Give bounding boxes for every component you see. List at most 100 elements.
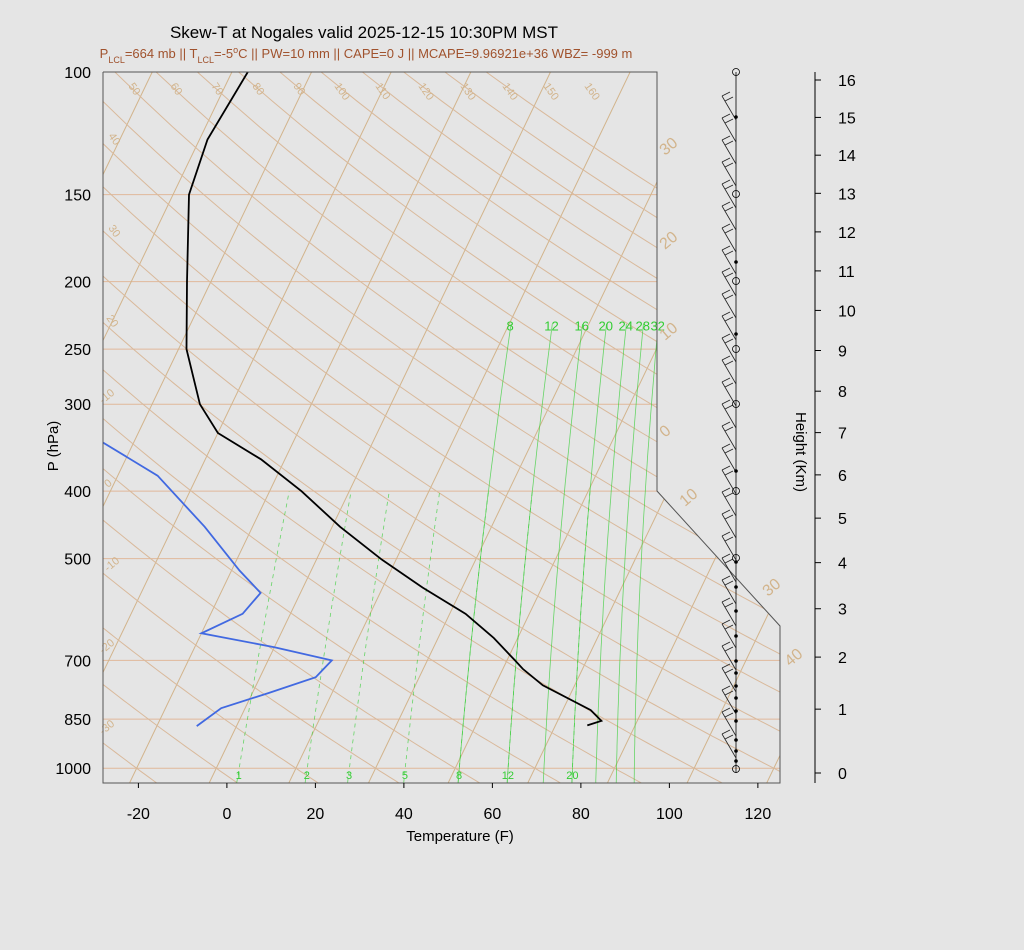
wind-barb-flag xyxy=(724,668,734,674)
mixing-ratio-label-top: 32 xyxy=(650,318,664,333)
isotherm--20 xyxy=(208,72,551,783)
wind-barb-shaft xyxy=(721,579,737,605)
wind-barb-flag xyxy=(724,228,734,234)
wind-barb-shaft xyxy=(721,227,737,253)
height-tick-label: 3 xyxy=(838,602,847,619)
dry-adiabat-label: 70 xyxy=(209,81,226,98)
wind-barb-flag xyxy=(724,734,734,740)
dry-adiabat-100 xyxy=(103,72,780,783)
dry-adiabat-40 xyxy=(103,72,723,783)
wind-barb-flag xyxy=(724,360,734,366)
wind-dot xyxy=(734,759,738,763)
wind-barb-flag xyxy=(721,201,731,207)
wind-barb-shaft xyxy=(721,667,737,693)
mixing-ratio-label-bottom: 2 xyxy=(304,770,310,782)
wind-barb-flag xyxy=(724,580,734,586)
dry-adiabat-80 xyxy=(103,72,780,783)
dry-adiabat-120 xyxy=(155,72,780,783)
wind-barb-flag xyxy=(721,421,731,427)
x-tick-label: 80 xyxy=(572,806,590,823)
mixing-ratio-label-top: 12 xyxy=(544,318,558,333)
wind-barb-flag xyxy=(724,448,734,454)
height-tick-label: 8 xyxy=(838,384,847,401)
p-tick-label: 150 xyxy=(64,188,91,205)
wind-barb-flag xyxy=(724,690,734,696)
height-tick-label: 10 xyxy=(838,303,856,320)
mixing-ratio-32 xyxy=(633,323,659,783)
calm-circle xyxy=(732,68,740,76)
p-tick-label: 200 xyxy=(64,275,91,292)
wind-dot xyxy=(734,609,738,613)
dry-adiabat-20 xyxy=(103,72,561,783)
wind-barb-shaft xyxy=(721,359,737,385)
chart-title: Skew-T at Nogales valid 2025-12-15 10:30… xyxy=(170,23,558,42)
isotherm--40 xyxy=(103,72,392,783)
mixing-ratio-label-top: 24 xyxy=(618,318,632,333)
mixing-ratio-label-bottom: 1 xyxy=(236,770,242,782)
mixing-ratio-dashed-5 xyxy=(403,491,441,783)
p-tick-label: 400 xyxy=(64,484,91,501)
isotherm--50 xyxy=(103,72,312,783)
wind-dot xyxy=(734,709,738,713)
p-tick-label: 300 xyxy=(64,397,91,414)
dry-adiabat-label: 30 xyxy=(106,223,123,240)
height-tick-label: 5 xyxy=(838,511,847,528)
height-tick-label: 11 xyxy=(838,264,855,281)
wind-barb-shaft xyxy=(721,139,737,165)
isotherm-60 xyxy=(846,72,1024,783)
mixing-ratio-label-bottom: 12 xyxy=(502,770,514,782)
wind-barb-flag xyxy=(724,602,734,608)
calm-circle xyxy=(732,765,740,773)
dry-adiabat--20 xyxy=(103,72,238,783)
x-tick-label: 20 xyxy=(306,806,324,823)
mixing-ratio-dashed-8 xyxy=(457,491,489,783)
height-tick-label: 7 xyxy=(838,426,847,443)
wind-barb-shaft xyxy=(721,469,737,495)
frame-outline xyxy=(102,71,781,784)
dry-adiabat-70 xyxy=(103,72,780,783)
calm-circle xyxy=(732,345,740,353)
wind-dot xyxy=(734,469,738,473)
wind-barb-flag xyxy=(721,245,731,251)
p-tick-label: 700 xyxy=(64,653,91,670)
height-tick-label: 13 xyxy=(838,186,856,203)
isotherm-label: 20 xyxy=(657,229,682,254)
dry-adiabat-0 xyxy=(103,72,400,783)
wind-barb-shaft xyxy=(721,95,737,121)
mixing-ratio-label-top: 20 xyxy=(599,318,613,333)
wind-barb-flag xyxy=(721,289,731,295)
y-axis-label: P (hPa) xyxy=(45,421,62,472)
dry-adiabat-label: 80 xyxy=(250,81,267,98)
wind-barb-shaft xyxy=(721,711,737,737)
wind-barb-flag xyxy=(724,184,734,190)
mixing-ratio-24 xyxy=(595,323,627,783)
plot-frame xyxy=(102,71,781,784)
sounding-profiles xyxy=(103,72,604,727)
wind-barb-shaft xyxy=(721,117,737,143)
mixing-ratio-dashed-1 xyxy=(236,491,290,783)
wind-barb-flag xyxy=(721,179,731,185)
dry-adiabat-50 xyxy=(103,72,780,783)
x-tick-label: 100 xyxy=(656,806,683,823)
wind-barb-flag xyxy=(724,404,734,410)
wind-barb-flag xyxy=(724,382,734,388)
dry-adiabat-10 xyxy=(103,72,481,783)
wind-barb-flag xyxy=(721,223,731,229)
wind-barb-shaft xyxy=(721,733,737,759)
wind-dot xyxy=(734,560,738,564)
wind-barb-flag xyxy=(721,685,731,691)
wind-barb-flag xyxy=(721,487,731,493)
wind-barb-flag xyxy=(724,294,734,300)
thermo-grid xyxy=(103,72,1024,783)
height-tick-label: 9 xyxy=(838,343,847,360)
wind-barb-shaft xyxy=(721,425,737,451)
wind-barb-flag xyxy=(724,492,734,498)
wind-barb-flag xyxy=(721,531,731,537)
wind-barb-flag xyxy=(724,118,734,124)
mixing-ratio-label-bottom: 20 xyxy=(566,770,578,782)
mixing-ratio-label-bottom: 3 xyxy=(346,770,352,782)
wind-barb-flag xyxy=(721,399,731,405)
wind-barb-flag xyxy=(724,536,734,542)
x-axis-label: Temperature (F) xyxy=(406,828,514,845)
height-tick-label: 0 xyxy=(838,766,847,783)
